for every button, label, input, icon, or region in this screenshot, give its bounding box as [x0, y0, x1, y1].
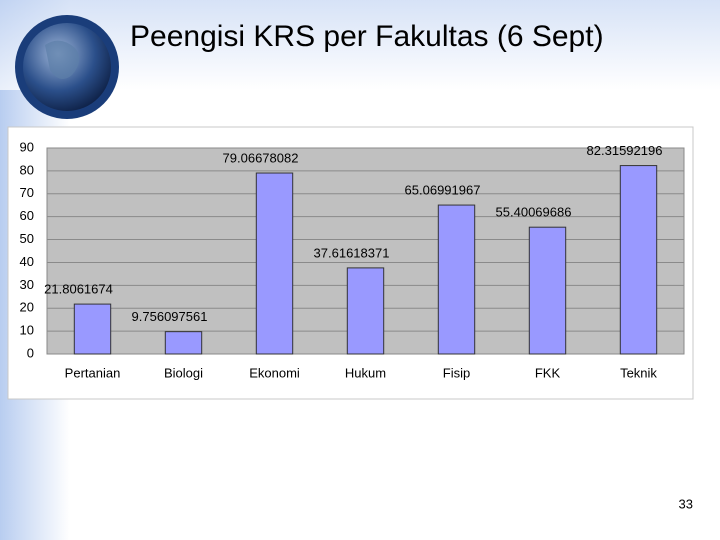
x-tick-label: Teknik	[620, 365, 657, 380]
x-tick-label: Hukum	[345, 365, 386, 380]
bar	[255, 172, 294, 355]
bar	[437, 204, 476, 355]
x-tick-label: FKK	[535, 365, 561, 380]
y-tick-label: 30	[20, 277, 34, 292]
y-tick-label: 40	[20, 254, 34, 269]
x-tick-label: Ekonomi	[249, 365, 300, 380]
data-label: 55.40069686	[496, 205, 572, 220]
bar	[528, 226, 567, 355]
data-label: 79.06678082	[223, 150, 299, 165]
slide-number: 33	[679, 496, 693, 511]
bar	[346, 267, 385, 355]
data-label: 82.31592196	[587, 143, 663, 158]
bar	[164, 331, 203, 355]
y-tick-label: 20	[20, 300, 34, 315]
y-tick-label: 10	[20, 323, 34, 338]
slide-title: Peengisi KRS per Fakultas (6 Sept)	[130, 20, 604, 53]
data-label: 9.756097561	[132, 309, 208, 324]
y-tick-label: 70	[20, 185, 34, 200]
y-tick-label: 50	[20, 231, 34, 246]
y-tick-label: 80	[20, 162, 34, 177]
data-label: 37.61618371	[314, 245, 390, 260]
x-tick-label: Biologi	[164, 365, 203, 380]
y-tick-label: 90	[20, 139, 34, 154]
bar	[619, 165, 658, 355]
globe-land	[45, 40, 80, 79]
x-tick-label: Fisip	[443, 365, 470, 380]
data-label: 65.06991967	[405, 182, 481, 197]
x-tick-label: Pertanian	[65, 365, 121, 380]
y-tick-label: 60	[20, 208, 34, 223]
top-band	[0, 0, 720, 90]
bar	[73, 303, 112, 355]
data-label: 21.8061674	[44, 282, 113, 297]
y-tick-label: 0	[27, 345, 34, 360]
